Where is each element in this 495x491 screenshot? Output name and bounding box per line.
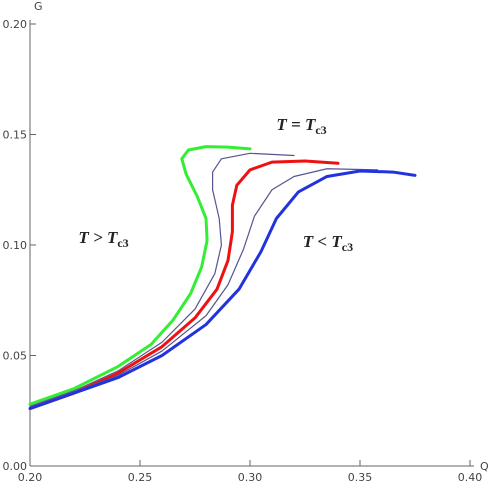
annotation-subscript: c3 — [342, 240, 353, 254]
y-tick-label: 0.00 — [3, 460, 28, 473]
curve — [28, 145, 252, 406]
annotation-text: T = T — [276, 115, 316, 134]
annotation-subscript: c3 — [117, 236, 128, 250]
y-axis-label: G — [34, 0, 43, 13]
x-tick-label: 0.20 — [18, 471, 43, 484]
x-axis-label: Q — [480, 460, 489, 473]
curve — [29, 168, 379, 410]
curve — [29, 152, 295, 407]
y-tick-label: 0.05 — [3, 350, 28, 363]
annotation: T = Tc3 — [276, 115, 326, 137]
annotation-subscript: c3 — [315, 123, 326, 137]
annotation-text: T > T — [78, 228, 118, 247]
y-tick-label: 0.20 — [3, 18, 28, 31]
y-tick-label: 0.10 — [3, 239, 28, 252]
annotation: T < Tc3 — [303, 232, 353, 254]
x-tick-label: 0.40 — [458, 471, 483, 484]
curve — [28, 169, 417, 411]
x-tick-label: 0.25 — [128, 471, 153, 484]
x-tick-label: 0.35 — [348, 471, 373, 484]
x-tick-label: 0.30 — [238, 471, 263, 484]
y-tick-label: 0.15 — [3, 129, 28, 142]
annotation: T > Tc3 — [78, 228, 128, 250]
curve — [28, 159, 340, 411]
annotation-text: T < T — [303, 232, 343, 251]
